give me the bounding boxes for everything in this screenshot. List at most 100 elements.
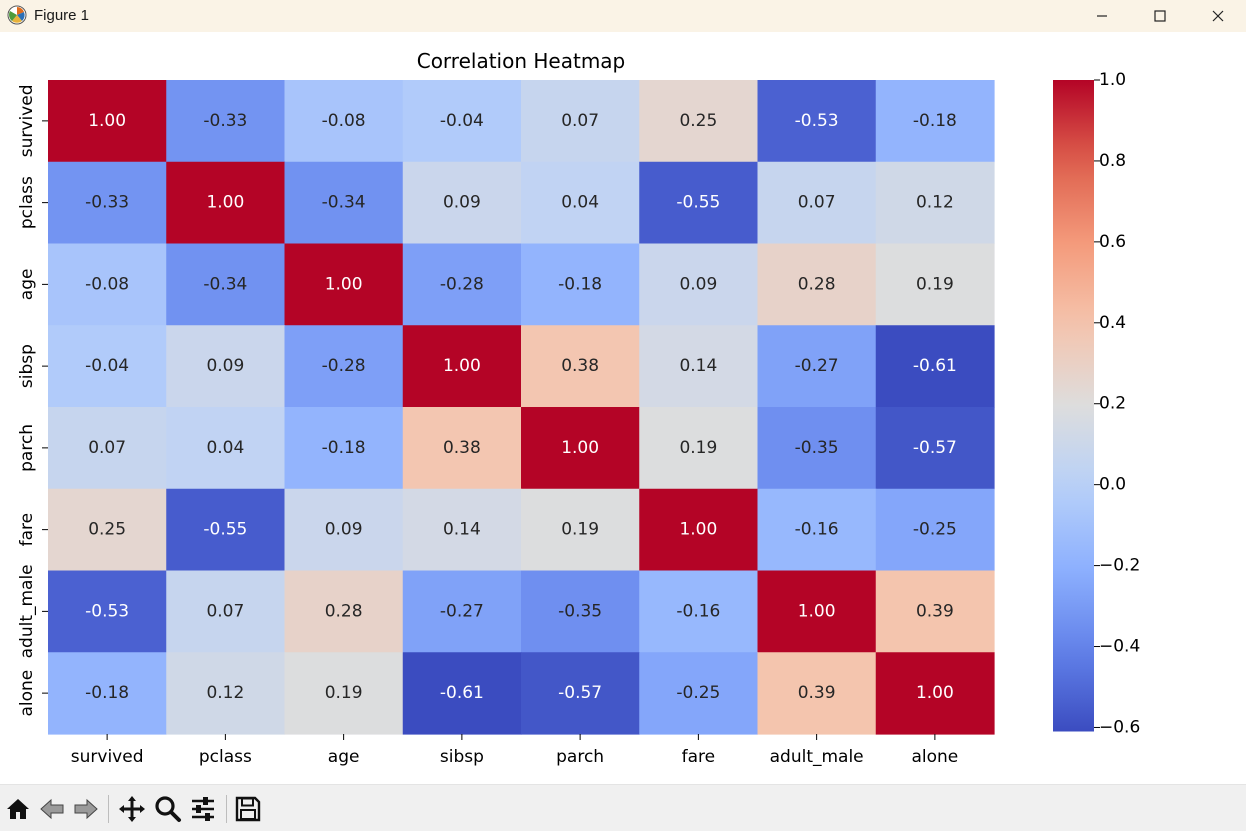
heatmap-cell xyxy=(639,243,759,326)
back-button[interactable] xyxy=(36,793,68,825)
colorbar-tick-label: −0.2 xyxy=(1099,556,1140,576)
matplotlib-logo-icon xyxy=(7,5,27,25)
close-button[interactable] xyxy=(1189,0,1246,32)
configure-subplots-button[interactable] xyxy=(187,793,219,825)
cell-annotation: -0.18 xyxy=(558,274,602,294)
cell-annotation: 1.00 xyxy=(206,193,244,213)
minimize-icon xyxy=(1097,15,1107,17)
cell-annotation: 0.07 xyxy=(798,193,836,213)
cell-annotation: -0.08 xyxy=(85,274,129,294)
heatmap-cell xyxy=(521,243,640,326)
y-tick-label: survived xyxy=(17,85,37,158)
pan-icon xyxy=(119,796,145,822)
maximize-button[interactable] xyxy=(1131,0,1189,32)
heatmap-cell xyxy=(48,80,167,163)
cell-annotation: 0.28 xyxy=(325,601,363,621)
zoom-button[interactable] xyxy=(152,793,184,825)
heatmap-cell xyxy=(166,488,286,572)
heatmap-cell xyxy=(402,407,522,490)
colorbar-tick-label: 1.0 xyxy=(1099,70,1126,90)
heatmap-cell xyxy=(166,407,286,490)
colorbar-tick-label: −0.4 xyxy=(1099,637,1140,657)
pan-button[interactable] xyxy=(116,793,148,825)
heatmap-cell xyxy=(875,488,995,572)
heatmap-cell xyxy=(166,652,286,735)
cell-annotation: -0.16 xyxy=(676,601,720,621)
x-tick-label: survived xyxy=(71,747,144,767)
y-tick-label: sibsp xyxy=(17,344,37,388)
heatmap-cell xyxy=(639,161,759,245)
x-tick-label: fare xyxy=(682,747,715,767)
save-button[interactable] xyxy=(232,793,264,825)
cell-annotation: 0.19 xyxy=(561,520,599,540)
heatmap-cell xyxy=(284,161,404,245)
y-tick-label: age xyxy=(17,269,37,301)
heatmap-cell xyxy=(875,407,995,490)
cell-annotation: 0.09 xyxy=(443,193,481,213)
chart-title: Correlation Heatmap xyxy=(417,49,626,73)
cell-annotation: -0.18 xyxy=(85,683,129,703)
cell-annotation: -0.34 xyxy=(322,193,366,213)
cell-annotation: 1.00 xyxy=(916,683,954,703)
cell-annotation: 0.19 xyxy=(916,274,954,294)
heatmap-cell xyxy=(875,161,995,245)
heatmap-cell xyxy=(166,243,286,326)
configure-subplots-icon xyxy=(192,797,214,821)
colorbar xyxy=(1053,80,1094,732)
cell-annotation: -0.57 xyxy=(558,683,602,703)
x-tick-label: adult_male xyxy=(770,747,864,767)
cell-annotation: -0.28 xyxy=(322,356,366,376)
home-icon xyxy=(7,799,29,819)
heatmap-cell xyxy=(284,80,404,163)
minimize-button[interactable] xyxy=(1073,0,1131,32)
cell-annotation: 0.28 xyxy=(798,274,836,294)
cell-annotation: 0.12 xyxy=(206,683,244,703)
y-tick-label: parch xyxy=(17,424,37,472)
cell-annotation: 0.19 xyxy=(325,683,363,703)
heatmap-cell xyxy=(757,80,877,163)
cell-annotation: 0.25 xyxy=(679,111,717,131)
heatmap-cell xyxy=(48,407,167,490)
heatmap-cell xyxy=(639,80,759,163)
heatmap-cell xyxy=(875,652,995,735)
cell-annotation: 0.19 xyxy=(679,438,717,458)
x-tick-label: alone xyxy=(911,747,958,767)
colorbar-tick-label: 0.0 xyxy=(1099,475,1126,495)
cell-annotation: -0.61 xyxy=(913,356,957,376)
figure-canvas[interactable]: Correlation Heatmap 1.00 -0.33 -0.08 -0.04 0.… xyxy=(0,32,1246,784)
zoom-icon xyxy=(155,796,181,822)
cell-annotation: 0.09 xyxy=(206,356,244,376)
heatmap-cell xyxy=(521,325,640,408)
heatmap-cell xyxy=(48,161,167,245)
cell-annotation: 0.14 xyxy=(679,356,717,376)
heatmap-cell xyxy=(521,161,640,245)
cell-annotation: -0.18 xyxy=(322,438,366,458)
maximize-icon xyxy=(1154,10,1166,22)
heatmap-cell xyxy=(639,407,759,490)
cell-annotation: 0.39 xyxy=(916,601,954,621)
cell-annotation: -0.55 xyxy=(203,520,247,540)
forward-button[interactable] xyxy=(70,793,102,825)
navigation-toolbar xyxy=(0,784,1246,831)
cell-annotation: 0.38 xyxy=(561,356,599,376)
home-button[interactable] xyxy=(2,793,34,825)
heatmap-cell xyxy=(875,325,995,408)
cell-annotation: 1.00 xyxy=(798,601,836,621)
cell-annotation: 1.00 xyxy=(679,520,717,540)
heatmap-cell xyxy=(521,570,640,653)
x-tick-label: sibsp xyxy=(440,747,484,767)
heatmap-cell xyxy=(757,407,877,490)
heatmap-cell xyxy=(166,80,286,163)
cell-annotation: -0.35 xyxy=(795,438,839,458)
window-title: Figure 1 xyxy=(34,7,90,24)
heatmap-cell xyxy=(875,570,995,653)
colorbar-tick-label: 0.6 xyxy=(1099,232,1126,252)
cell-annotation: -0.55 xyxy=(676,193,720,213)
colorbar-tick-label: 0.4 xyxy=(1099,313,1126,333)
forward-icon xyxy=(74,798,98,820)
heatmap-cell xyxy=(521,407,640,490)
heatmap-cell xyxy=(402,80,522,163)
heatmap-cell xyxy=(284,570,404,653)
back-icon xyxy=(40,798,64,820)
cell-annotation: 0.09 xyxy=(679,274,717,294)
